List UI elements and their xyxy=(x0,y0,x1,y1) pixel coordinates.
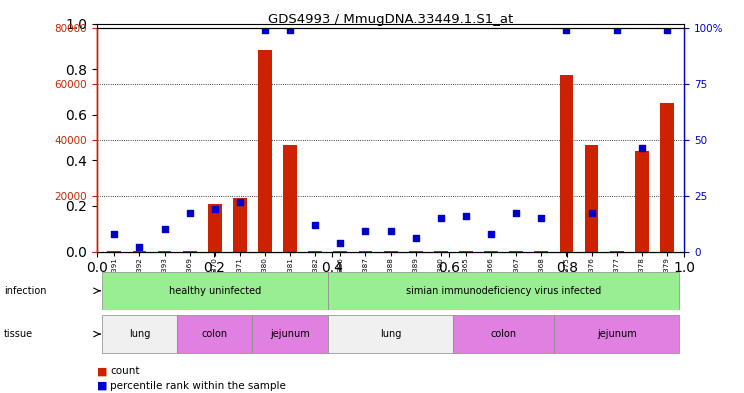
Text: lung: lung xyxy=(380,329,401,339)
Text: simian immunodeficiency virus infected: simian immunodeficiency virus infected xyxy=(406,286,601,296)
Bar xyxy=(328,272,679,310)
Bar xyxy=(534,251,548,252)
Point xyxy=(560,27,572,33)
Point xyxy=(310,222,321,228)
Point xyxy=(485,230,497,237)
Title: GDS4993 / MmugDNA.33449.1.S1_at: GDS4993 / MmugDNA.33449.1.S1_at xyxy=(268,13,513,26)
Bar xyxy=(559,75,574,252)
Text: jejunum: jejunum xyxy=(597,329,637,339)
Point xyxy=(410,235,422,241)
Bar xyxy=(158,251,171,252)
Point xyxy=(109,230,121,237)
Bar xyxy=(459,251,473,252)
Bar xyxy=(283,145,297,252)
Point xyxy=(661,27,673,33)
Point xyxy=(209,206,221,212)
Bar xyxy=(333,251,347,252)
Point xyxy=(133,244,145,250)
Bar xyxy=(328,315,453,353)
Bar xyxy=(635,151,649,252)
Text: ■: ■ xyxy=(97,366,107,376)
Bar xyxy=(183,251,196,252)
Point xyxy=(460,213,472,219)
Text: jejunum: jejunum xyxy=(270,329,310,339)
Point xyxy=(586,210,597,217)
Bar xyxy=(258,50,272,252)
Point xyxy=(536,215,548,221)
Text: infection: infection xyxy=(4,286,46,296)
Point xyxy=(284,27,296,33)
Point xyxy=(636,145,648,152)
Bar xyxy=(132,251,147,252)
Point xyxy=(259,27,271,33)
Bar xyxy=(585,145,598,252)
Point xyxy=(158,226,170,232)
Text: healthy uninfected: healthy uninfected xyxy=(169,286,261,296)
Bar xyxy=(102,272,328,310)
Text: colon: colon xyxy=(202,329,228,339)
Text: colon: colon xyxy=(490,329,516,339)
Bar xyxy=(484,251,498,252)
Bar xyxy=(208,204,222,252)
Bar xyxy=(252,315,328,353)
Point xyxy=(359,228,371,235)
Point xyxy=(435,215,447,221)
Point xyxy=(234,199,246,206)
Bar xyxy=(308,251,322,252)
Bar xyxy=(384,251,397,252)
Bar xyxy=(510,251,523,252)
Text: lung: lung xyxy=(129,329,150,339)
Point xyxy=(334,239,346,246)
Text: tissue: tissue xyxy=(4,329,33,339)
Point xyxy=(611,27,623,33)
Bar xyxy=(610,251,623,252)
Bar xyxy=(434,251,448,252)
Bar xyxy=(359,251,373,252)
Bar xyxy=(453,315,554,353)
Point xyxy=(385,228,397,235)
Bar xyxy=(408,251,423,252)
Point xyxy=(510,210,522,217)
Text: count: count xyxy=(110,366,140,376)
Text: ■: ■ xyxy=(97,381,107,391)
Point xyxy=(184,210,196,217)
Bar xyxy=(102,315,177,353)
Bar xyxy=(660,103,674,252)
Bar xyxy=(233,198,247,252)
Text: percentile rank within the sample: percentile rank within the sample xyxy=(110,381,286,391)
Bar xyxy=(107,251,121,252)
Bar xyxy=(177,315,252,353)
Bar xyxy=(554,315,679,353)
